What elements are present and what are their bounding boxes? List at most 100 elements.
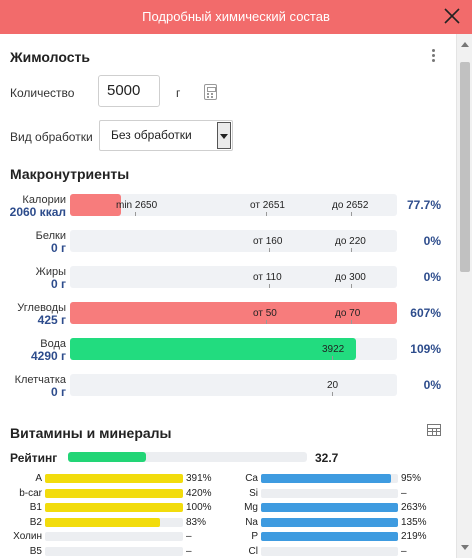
- macro-name-label: Вода: [40, 338, 66, 350]
- mineral-value: 219%: [401, 531, 427, 542]
- vitamins-title: Витамины и минералы: [10, 425, 172, 441]
- macro-name-label: Белки: [35, 230, 66, 242]
- mineral-name: P: [251, 531, 258, 542]
- dialog-content: Жимолость Количество 5000 г Вид обработк…: [0, 34, 456, 558]
- more-options-icon[interactable]: [427, 48, 439, 64]
- mineral-value: –: [401, 545, 407, 557]
- macro-percent: 0%: [423, 270, 441, 284]
- mineral-bar-fill: [261, 517, 398, 527]
- calculator-icon[interactable]: [204, 84, 217, 100]
- mineral-bar: [261, 474, 398, 483]
- macro-bar-fill: [70, 194, 121, 216]
- macronutrients-title: Макронутриенты: [10, 166, 130, 182]
- vitamin-bar-fill: [45, 517, 160, 527]
- macro-marker-label: от 160: [253, 236, 283, 247]
- vitamin-bar-fill: [45, 503, 183, 512]
- macro-marker-tick: [269, 284, 270, 288]
- vitamin-name: Холин: [13, 531, 42, 542]
- macro-bar: 3922: [70, 338, 397, 360]
- mineral-value: –: [401, 487, 407, 499]
- macro-marker-tick: [351, 248, 352, 252]
- vitamin-name: b-car: [19, 487, 42, 499]
- macro-amount: 4290 г: [30, 349, 66, 363]
- scrollbar[interactable]: [456, 34, 472, 558]
- dialog-title: Подробный химический состав: [142, 9, 330, 24]
- processing-select[interactable]: Без обработки: [99, 120, 233, 151]
- macro-name: Белки 0 г: [0, 230, 66, 254]
- vitamin-value: –: [186, 531, 192, 542]
- chevron-down-icon[interactable]: [217, 122, 231, 149]
- macro-percent: 109%: [410, 342, 441, 356]
- scroll-up-icon[interactable]: [461, 42, 469, 47]
- macro-marker-label: от 110: [253, 272, 282, 283]
- macro-marker-label: 3922: [322, 344, 345, 355]
- scroll-down-icon[interactable]: [461, 545, 469, 550]
- macro-amount: 0 г: [50, 385, 66, 399]
- macro-bar-fill: [70, 302, 397, 324]
- macro-name: Вода 4290 г: [0, 338, 66, 362]
- macro-bar: от 110 до 300: [70, 266, 397, 288]
- processing-select-value: Без обработки: [111, 128, 192, 142]
- macro-marker-label: от 2651: [250, 200, 285, 211]
- macro-marker-tick: [332, 356, 333, 360]
- rating-bar-fill: [68, 452, 146, 462]
- macro-name-label: Жиры: [35, 266, 66, 278]
- scrollbar-thumb[interactable]: [460, 62, 470, 272]
- macro-amount: 0 г: [50, 241, 66, 255]
- macro-marker-label: до 220: [335, 236, 366, 247]
- macro-name-label: Углеводы: [17, 302, 66, 314]
- macro-marker-tick: [351, 320, 352, 324]
- macro-percent: 607%: [410, 306, 441, 320]
- mineral-bar-fill: [261, 503, 398, 512]
- vitamin-bar-fill: [45, 488, 183, 498]
- macro-marker-tick: [266, 320, 267, 324]
- macro-marker-tick: [351, 284, 352, 288]
- mineral-value: 263%: [401, 502, 427, 513]
- mineral-bar: [261, 532, 398, 541]
- vitamin-bar: [45, 517, 183, 527]
- vitamin-name: B1: [29, 502, 42, 513]
- table-view-icon[interactable]: [427, 424, 441, 436]
- macro-marker-label: от 50: [253, 308, 277, 319]
- macro-amount: 425 г: [37, 313, 66, 327]
- dialog-header: Подробный химический состав: [0, 0, 472, 34]
- macro-marker-label: до 2652: [332, 200, 369, 211]
- macro-name: Клетчатка 0 г: [0, 374, 66, 398]
- mineral-name: Cl: [248, 545, 258, 557]
- macro-marker-tick: [266, 212, 267, 216]
- vitamin-bar-fill: [45, 474, 183, 483]
- mineral-name: Na: [245, 516, 258, 528]
- mineral-bar: [261, 503, 398, 512]
- macro-percent: 0%: [423, 378, 441, 392]
- macro-marker-label: 20: [327, 380, 339, 391]
- mineral-bar: [261, 488, 398, 498]
- rating-bar: [68, 452, 307, 462]
- vitamin-value: 83%: [186, 516, 207, 528]
- quantity-unit: г: [176, 86, 181, 100]
- rating-label: Рейтинг: [10, 451, 58, 465]
- vitamin-value: 100%: [186, 502, 212, 513]
- macro-marker-tick: [269, 248, 270, 252]
- macro-name: Калории 2060 ккал: [0, 194, 66, 218]
- quantity-input[interactable]: 5000: [98, 75, 160, 107]
- macro-marker-tick: [351, 212, 352, 216]
- macro-marker-label: до 70: [335, 308, 361, 319]
- macro-bar: min 2650 от 2651 до 2652: [70, 194, 397, 216]
- vitamin-bar: [45, 474, 183, 483]
- vitamin-value: 391%: [186, 473, 212, 484]
- processing-label: Вид обработки: [10, 130, 93, 144]
- macro-name-label: Клетчатка: [14, 374, 66, 386]
- vitamin-bar: [45, 532, 183, 541]
- mineral-bar-fill: [261, 474, 391, 483]
- close-icon[interactable]: [442, 6, 462, 26]
- product-title: Жимолость: [10, 49, 90, 65]
- macro-marker-label: min 2650: [116, 200, 158, 211]
- vitamin-value: 420%: [186, 487, 212, 499]
- mineral-bar-fill: [261, 532, 398, 541]
- macro-bar: от 160 до 220: [70, 230, 397, 252]
- macro-bar-fill: [70, 338, 356, 360]
- macro-amount: 0 г: [50, 277, 66, 291]
- macro-marker-tick: [332, 392, 333, 396]
- vitamin-bar: [45, 503, 183, 512]
- macro-bar: 20: [70, 374, 397, 396]
